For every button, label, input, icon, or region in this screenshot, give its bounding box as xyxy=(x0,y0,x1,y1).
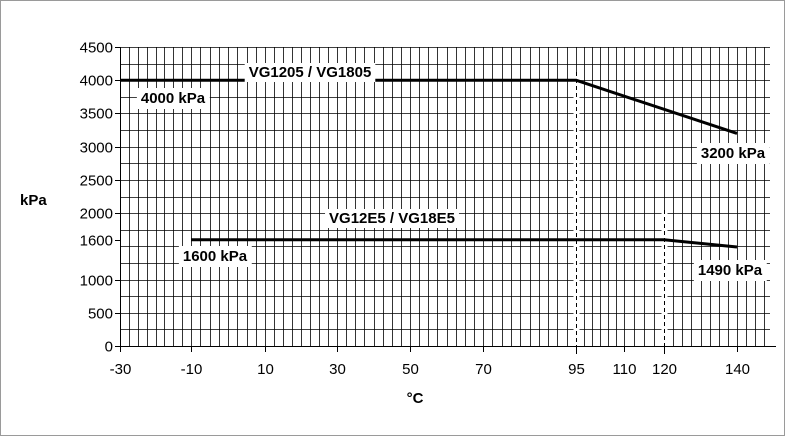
y-axis-ticks: 0 500 1000 1600 2000 2500 3000 3500 4000 4500 xyxy=(80,40,120,356)
annotation-1490-kpa-text: 1490 kPa xyxy=(698,262,763,279)
annotation-1600-kpa-text: 1600 kPa xyxy=(183,248,248,265)
x-tick-label-30: 30 xyxy=(329,361,346,378)
x-tick-label-10: 10 xyxy=(257,361,274,378)
annotations: 4000 kPa 3200 kPa 1600 kPa 1490 kPa xyxy=(137,88,770,281)
x-tick-label-140: 140 xyxy=(725,361,750,378)
x-tick-label-50: 50 xyxy=(402,361,419,378)
y-tick-label-3000: 3000 xyxy=(80,140,113,157)
x-tick-label--30: -30 xyxy=(110,361,132,378)
y-tick-label-500: 500 xyxy=(88,306,113,323)
series-label-vg12e5: VG12E5 / VG18E5 xyxy=(329,210,455,227)
y-tick-label-4000: 4000 xyxy=(80,73,113,90)
annotation-4000-kpa-text: 4000 kPa xyxy=(141,90,206,107)
x-tick-label-120: 120 xyxy=(652,361,677,378)
series-label-vg1205: VG1205 / VG1805 xyxy=(249,64,372,81)
y-tick-label-1000: 1000 xyxy=(80,273,113,290)
annotation-4000-kpa: 4000 kPa xyxy=(137,88,210,109)
y-tick-label-4500: 4500 xyxy=(80,40,113,57)
x-tick-label-110: 110 xyxy=(613,361,637,378)
x-tick-label-95: 95 xyxy=(568,361,585,378)
annotation-3200-kpa: 3200 kPa xyxy=(697,143,770,164)
x-tick-label-70: 70 xyxy=(475,361,492,378)
annotation-3200-kpa-text: 3200 kPa xyxy=(701,145,766,162)
y-tick-label-1600: 1600 xyxy=(80,233,113,250)
x-tick-label--10: -10 xyxy=(181,361,203,378)
reference-lines xyxy=(574,72,668,354)
axes xyxy=(120,47,776,347)
x-axis-label: °C xyxy=(407,390,424,407)
annotation-1490-kpa: 1490 kPa xyxy=(694,260,767,281)
y-axis-label: kPa xyxy=(20,192,47,209)
grid xyxy=(120,47,770,347)
x-axis-ticks: -30 -10 10 30 50 70 95 110 120 140 xyxy=(110,346,750,378)
annotation-1600-kpa: 1600 kPa xyxy=(179,246,252,267)
y-tick-label-2500: 2500 xyxy=(80,173,113,190)
series-line-1 xyxy=(191,240,737,247)
y-tick-label-0: 0 xyxy=(105,339,113,356)
y-tick-label-3500: 3500 xyxy=(80,106,113,123)
y-tick-label-2000: 2000 xyxy=(80,206,113,223)
